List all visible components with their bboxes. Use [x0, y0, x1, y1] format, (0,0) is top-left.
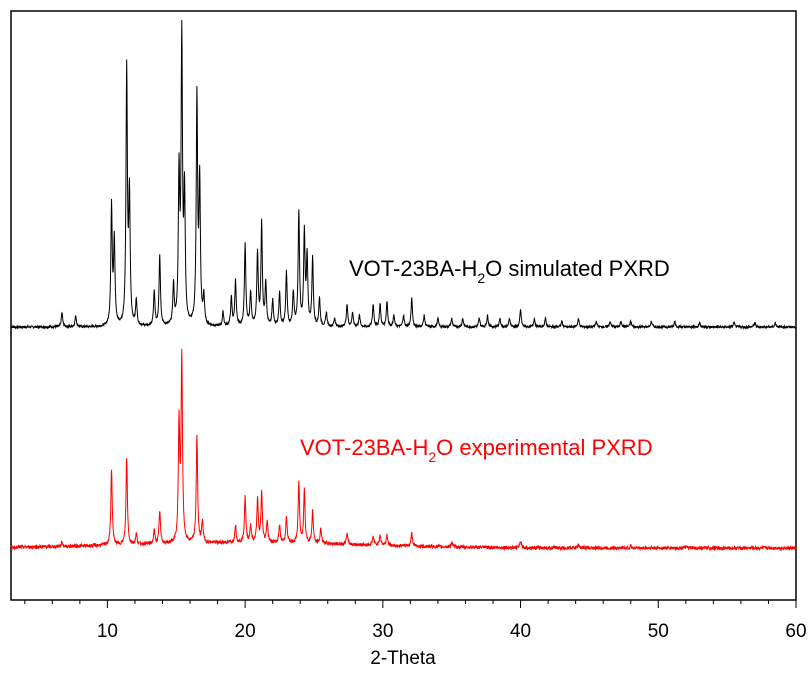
x-tick-label: 20 — [235, 621, 256, 642]
x-tick-label: 10 — [97, 621, 118, 642]
simulated-series-label: VOT-23BA-H2O simulated PXRD — [349, 256, 670, 286]
x-tick-label: 40 — [510, 621, 531, 642]
x-axis-tick-labels: 10 20 30 40 50 60 — [97, 621, 807, 642]
x-axis-title: 2-Theta — [370, 648, 436, 669]
x-tick-label: 30 — [372, 621, 393, 642]
experimental-pxrd-line — [10, 348, 797, 552]
plot-frame — [10, 10, 797, 601]
x-tick-label: 50 — [648, 621, 669, 642]
x-axis-ticks — [24, 600, 797, 608]
x-tick-label: 60 — [785, 621, 806, 642]
experimental-series-label: VOT-23BA-H2O experimental PXRD — [300, 435, 653, 465]
simulated-pxrd-line — [10, 20, 797, 330]
